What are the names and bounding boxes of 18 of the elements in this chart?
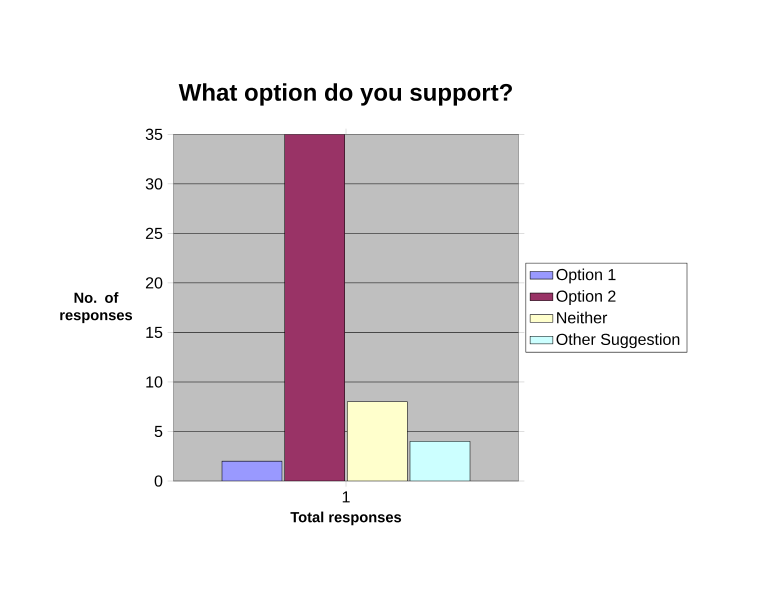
y-tick-label: 35 — [146, 128, 162, 140]
x-axis-title: Total responses — [290, 512, 402, 526]
y-tick-label: 5 — [154, 426, 162, 438]
chart-title: What option do you support? — [178, 83, 512, 106]
bar — [410, 441, 470, 481]
y-axis-title: No. of responses — [60, 292, 132, 324]
legend-label: Option 2 — [556, 290, 616, 305]
legend-label: Neither — [557, 312, 608, 324]
y-tick-label: 15 — [146, 326, 162, 338]
y-tick-label: 20 — [146, 277, 162, 289]
y-tick-label: 25 — [146, 228, 162, 240]
y-tick-label: 30 — [146, 178, 162, 190]
legend-label: Other Suggestion — [556, 333, 680, 348]
x-tick-label: 1 — [342, 491, 350, 502]
bar — [222, 460, 282, 481]
y-tick-label: 0 — [154, 475, 162, 487]
y-tick-label: 10 — [146, 376, 162, 388]
legend-label: Option 1 — [556, 268, 616, 284]
